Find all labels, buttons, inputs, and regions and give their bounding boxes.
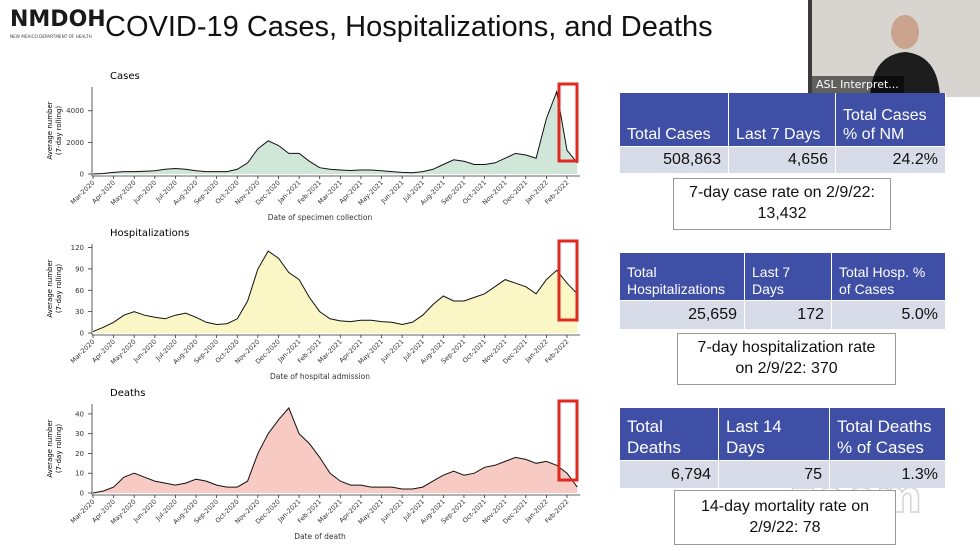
rate-note: 14-day mortality rate on 2/9/22: 78 [674,490,896,545]
y-tick-label: 30 [75,430,84,438]
y-tick-label: 40 [75,410,84,418]
header-cell: Total Cases % of NM [836,93,946,146]
y-axis-label: Average number [46,259,54,317]
value-cell: 4,656 [729,146,836,173]
x-axis-label: Date of hospital admission [270,372,370,381]
chart-title: Deaths [110,388,145,399]
header-cell: Total Hosp. % of Cases [832,253,946,300]
header-cell: Total Cases [620,93,729,146]
header-cell: Last 14 Days [719,408,830,460]
y-tick-label: 90 [75,265,84,273]
value-cell: 1.3% [830,460,946,488]
y-tick-label: 0 [80,490,84,498]
rate-note: 7-day hospitalization rate on 2/9/22: 37… [677,333,896,385]
y-tick-label: 30 [75,308,84,316]
header-row: Total Deaths Last 14 Days Total Deaths % o… [620,408,946,460]
y-tick-label: 120 [71,244,84,252]
y-tick-label: 2000 [66,139,84,147]
header-cell: Total Deaths [620,408,719,460]
area-fill [93,408,578,493]
value-cell: 508,863 [620,146,729,173]
highlight-box [557,399,579,482]
value-row: 6,794 75 1.3% [620,460,946,488]
y-tick-label: 0 [80,330,84,338]
area-line [92,89,578,175]
stat-table: Total Deaths Last 14 Days Total Deaths % o… [620,408,946,488]
y-tick-label: 0 [80,171,84,179]
slide-title: COVID-19 Cases, Hospitalizations, and De… [105,11,713,43]
interpreter-head [891,15,919,49]
header-row: Total Cases Last 7 Days Total Cases % of N… [620,93,946,146]
header-cell: Last 7 Days [729,93,836,146]
value-cell: 5.0% [832,300,946,329]
value-cell: 172 [745,300,832,329]
logo: NMDOH [10,7,106,32]
y-tick-label: 20 [75,450,84,458]
y-axis-label: Average number [46,419,54,477]
stat-table: Total Hospitalizations Last 7 Days Total H… [620,253,946,329]
y-tick-label: 60 [75,287,84,295]
y-axis-label: Average number [46,101,54,159]
y-axis-label: (7-day rolling) [55,264,63,314]
y-tick-label: 4000 [66,107,84,115]
logo-subtitle: NEW MEXICO DEPARTMENT OF HEALTH [10,34,92,39]
value-cell: 24.2% [836,146,946,173]
chart-title: Hospitalizations [110,228,189,239]
value-row: 508,863 4,656 24.2% [620,146,946,173]
chart-title: Cases [110,71,140,82]
header-cell: Last 7 Days [745,253,832,300]
header-cell: Total Deaths % of Cases [830,408,946,460]
header-row: Total Hospitalizations Last 7 Days Total H… [620,253,946,300]
y-axis-label: (7-day rolling) [55,424,63,474]
value-row: 25,659 172 5.0% [620,300,946,329]
value-cell: 75 [719,460,830,488]
video-label-bg [812,76,904,93]
area-line [92,407,578,494]
stat-table: Total Cases Last 7 Days Total Cases % of N… [620,93,946,173]
rate-note: 7-day case rate on 2/9/22: 13,432 [673,178,891,230]
area-fill [93,91,578,174]
value-cell: 25,659 [620,300,745,329]
header-cell: Total Hospitalizations [620,253,745,300]
highlight-box [557,239,579,322]
y-tick-label: 10 [75,470,84,478]
y-axis-label: (7-day rolling) [55,106,63,156]
area-fill [93,251,578,333]
x-axis-label: Date of specimen collection [268,213,373,222]
highlight-box [557,82,579,163]
video-label: ASL Interpret... [816,78,899,91]
x-axis-label: Date of death [294,532,346,541]
value-cell: 6,794 [620,460,719,488]
area-line [92,250,578,333]
